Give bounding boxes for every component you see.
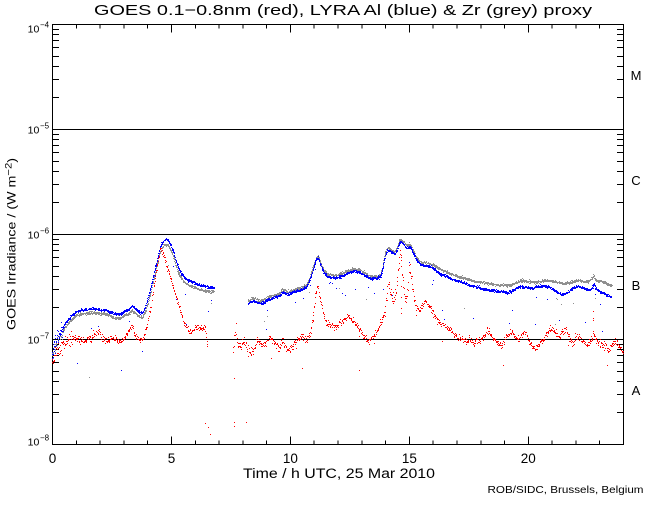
svg-text:B: B xyxy=(632,278,641,293)
svg-text:GOES Irradiance / (W m−2): GOES Irradiance / (W m−2) xyxy=(4,158,19,330)
svg-text:10: 10 xyxy=(28,437,40,449)
svg-text:−7: −7 xyxy=(40,332,50,341)
svg-text:ROB/SIDC, Brussels, Belgium: ROB/SIDC, Brussels, Belgium xyxy=(488,484,644,496)
svg-text:15: 15 xyxy=(402,451,417,466)
svg-text:10: 10 xyxy=(28,23,40,35)
svg-text:10: 10 xyxy=(28,335,40,347)
svg-text:20: 20 xyxy=(521,451,536,466)
svg-text:Time / h UTC, 25 Mar 2010: Time / h UTC, 25 Mar 2010 xyxy=(243,466,435,481)
svg-text:C: C xyxy=(631,173,640,188)
svg-text:A: A xyxy=(632,383,641,398)
svg-text:5: 5 xyxy=(168,451,176,466)
svg-text:−6: −6 xyxy=(40,227,50,236)
svg-text:0: 0 xyxy=(49,451,57,466)
svg-text:−5: −5 xyxy=(40,122,50,131)
svg-text:10: 10 xyxy=(283,451,298,466)
svg-text:10: 10 xyxy=(28,125,40,137)
svg-text:10: 10 xyxy=(28,230,40,242)
svg-text:M: M xyxy=(631,68,642,83)
svg-text:GOES 0.1−0.8nm (red), LYRA Al: GOES 0.1−0.8nm (red), LYRA Al (blue) & Z… xyxy=(94,2,593,19)
svg-text:−4: −4 xyxy=(40,20,50,29)
svg-text:−8: −8 xyxy=(40,434,50,443)
